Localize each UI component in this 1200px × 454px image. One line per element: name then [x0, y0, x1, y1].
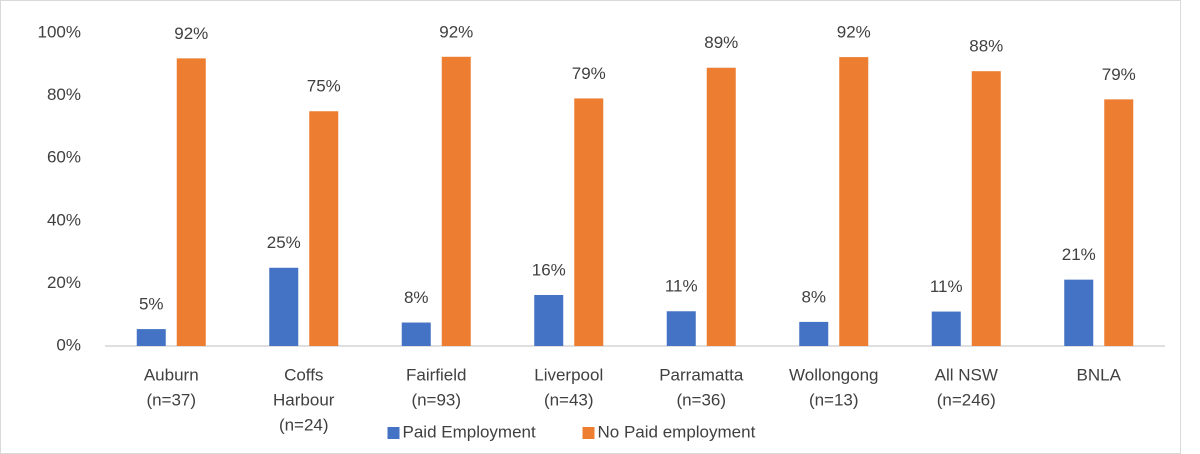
x-tick-label: (n=93): [411, 390, 461, 409]
y-tick-label: 100%: [38, 22, 81, 41]
bar: [799, 321, 829, 346]
x-tick-label: (n=13): [809, 390, 859, 409]
x-tick-label: (n=36): [676, 390, 726, 409]
bar: [401, 322, 431, 346]
data-label: 11%: [930, 277, 963, 296]
data-label: 25%: [267, 233, 301, 252]
x-tick-label: Harbour: [273, 390, 335, 409]
bar: [176, 58, 206, 347]
data-label: 16%: [532, 260, 566, 279]
bar: [666, 311, 696, 346]
bar: [574, 98, 604, 347]
x-tick-label: (n=37): [146, 390, 196, 409]
x-tick-label: Coffs: [284, 365, 323, 384]
data-label: 92%: [837, 23, 871, 42]
x-tick-label: Auburn: [144, 365, 199, 384]
data-label: 8%: [404, 288, 429, 307]
y-tick-label: 60%: [47, 148, 81, 167]
bar: [309, 111, 339, 346]
data-label: 92%: [439, 22, 473, 41]
data-label: 92%: [174, 24, 208, 43]
bar: [839, 57, 869, 346]
legend-label: No Paid employment: [598, 422, 756, 441]
x-tick-label: (n=43): [544, 390, 594, 409]
y-tick-label: 0%: [56, 335, 81, 354]
x-tick-label: Fairfield: [406, 365, 466, 384]
data-label: 88%: [969, 37, 1003, 56]
x-tick-label: (n=246): [937, 390, 996, 409]
bar: [931, 311, 961, 346]
data-label: 89%: [704, 33, 738, 52]
x-tick-label: Liverpool: [534, 365, 603, 384]
data-label: 79%: [1102, 65, 1136, 84]
data-label: 5%: [139, 295, 164, 314]
y-tick-label: 80%: [47, 85, 81, 104]
x-tick-label: Parramatta: [659, 365, 744, 384]
data-label: 75%: [307, 77, 341, 96]
x-tick-label: Wollongong: [789, 365, 878, 384]
x-tick-label: (n=24): [279, 415, 329, 434]
legend-swatch: [582, 427, 595, 439]
data-label: 8%: [801, 287, 826, 306]
bar: [1064, 279, 1094, 346]
bar: [269, 267, 299, 346]
bar: [534, 294, 564, 346]
legend-swatch: [387, 427, 400, 439]
y-tick-label: 20%: [47, 273, 81, 292]
data-label: 79%: [572, 64, 606, 83]
data-label: 11%: [665, 277, 698, 296]
bar: [1104, 99, 1134, 346]
bar: [136, 329, 166, 346]
x-tick-label: BNLA: [1077, 365, 1122, 384]
data-label: 21%: [1062, 245, 1096, 264]
legend-label: Paid Employment: [403, 422, 537, 441]
bar: [971, 71, 1001, 346]
x-tick-label: All NSW: [935, 365, 998, 384]
y-tick-label: 40%: [47, 210, 81, 229]
bar: [706, 67, 736, 347]
bar: [441, 56, 471, 347]
